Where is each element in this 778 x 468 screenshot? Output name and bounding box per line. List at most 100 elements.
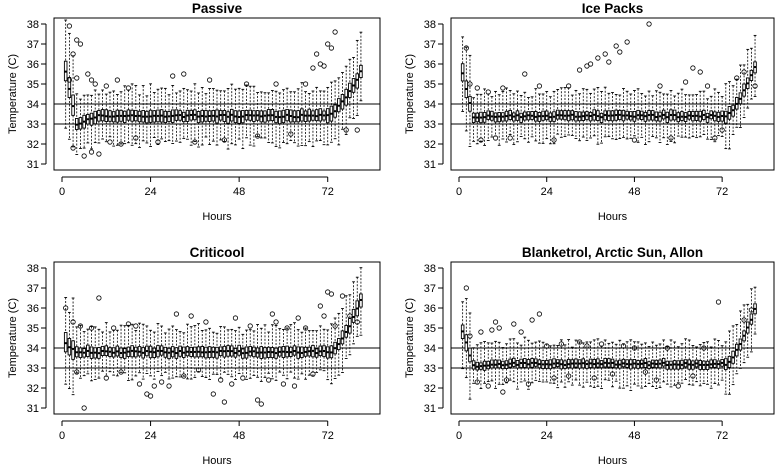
box-hour-76 [340,72,345,130]
y-tick-label: 32 [27,383,39,395]
x-tick-label: 48 [233,430,245,442]
box-hour-51 [643,342,648,387]
y-tick-label: 38 [424,19,436,31]
outlier-point [166,383,172,389]
box-hour-17 [122,325,127,374]
outlier-point [620,343,627,349]
box-hour-41 [607,342,611,381]
box-hour-31 [570,94,575,136]
box-hour-57 [665,346,670,385]
outlier-point [354,127,360,133]
box-hour-56 [661,339,666,383]
box-hour-38 [200,329,204,377]
y-axis-label: Temperature (C) [404,298,416,378]
box-hour-57 [270,90,275,144]
box-hour-5 [475,344,480,385]
y-axis-label: Temperature (C) [404,54,416,134]
box-hour-37 [592,339,596,388]
outlier-point [188,313,194,319]
box-hour-20 [134,85,138,145]
box-hour-40 [603,86,607,138]
box-hour-36 [588,92,593,139]
box-hour-62 [289,324,293,373]
outlier-point [741,69,747,75]
y-tick-label: 31 [27,159,39,171]
outlier-point [595,55,601,61]
box-hour-73 [329,81,334,143]
box-hour-14 [508,89,512,135]
outlier-point [321,63,327,69]
box-hour-78 [742,64,746,119]
outlier-point [566,83,572,89]
x-axis-label: Hours [202,211,232,223]
box-hour-37 [196,323,201,373]
outlier-point [642,369,648,375]
box-hour-47 [233,330,238,380]
outlier-point [114,77,120,83]
box-hour-21 [137,322,142,374]
y-tick-label: 32 [424,383,436,395]
outlier-point [511,321,517,327]
box-hour-62 [683,94,688,138]
plot-frame [450,17,775,171]
outlier-point [221,399,227,405]
outlier-point [155,139,161,145]
y-tick-label: 37 [27,39,39,51]
box-hour-13 [504,343,509,384]
box-hour-80 [355,276,359,337]
y-tick-label: 34 [424,343,436,355]
box-hour-11 [100,89,105,140]
outlier-point [467,81,473,87]
box-hour-11 [497,94,501,146]
outlier-point [310,371,316,377]
box-hour-38 [596,87,600,145]
outlier-point [325,41,331,47]
box-hour-2 [464,46,469,132]
box-hour-35 [189,90,193,146]
y-tick-label: 38 [424,263,436,275]
box-hour-22 [537,93,542,144]
box-hour-15 [512,93,516,146]
box-hour-16 [119,91,123,145]
box-hour-74 [727,330,732,395]
box-hour-79 [351,281,356,345]
box-hour-49 [241,333,245,377]
outlier-point [125,321,132,327]
box-hour-1 [460,301,465,370]
outlier-point [704,83,711,89]
box-hour-4 [471,97,476,142]
box-hour-26 [552,344,556,384]
box-hour-42 [215,89,219,146]
box-hour-24 [544,91,549,140]
box-hour-78 [348,294,352,356]
x-axis-label: Hours [598,455,628,467]
outlier-point [690,65,696,71]
box-hour-58 [669,339,673,388]
y-tick-label: 33 [27,363,39,375]
outlier-point [463,285,469,291]
box-hour-74 [727,81,732,150]
x-tick-label: 0 [59,430,65,442]
box-hour-2 [464,298,469,379]
outlier-point [715,299,722,305]
box-hour-8 [89,94,94,150]
box-hour-28 [559,87,564,138]
box-hour-46 [625,90,629,140]
outlier-point [173,311,180,317]
box-hour-63 [292,91,297,144]
box-hour-9 [93,326,97,380]
box-hour-26 [156,88,160,145]
box-hour-55 [263,92,267,139]
box-hour-77 [344,295,348,359]
box-hour-81 [753,286,757,335]
box-hour-73 [329,323,334,385]
box-hour-59 [672,95,677,144]
y-tick-label: 38 [27,263,39,275]
y-tick-label: 32 [27,139,39,151]
outlier-point [207,77,213,83]
box-hour-51 [248,329,252,379]
box-hour-66 [303,91,308,147]
box-hour-23 [145,325,149,374]
x-tick-label: 0 [456,186,462,198]
box-hour-42 [215,332,219,375]
